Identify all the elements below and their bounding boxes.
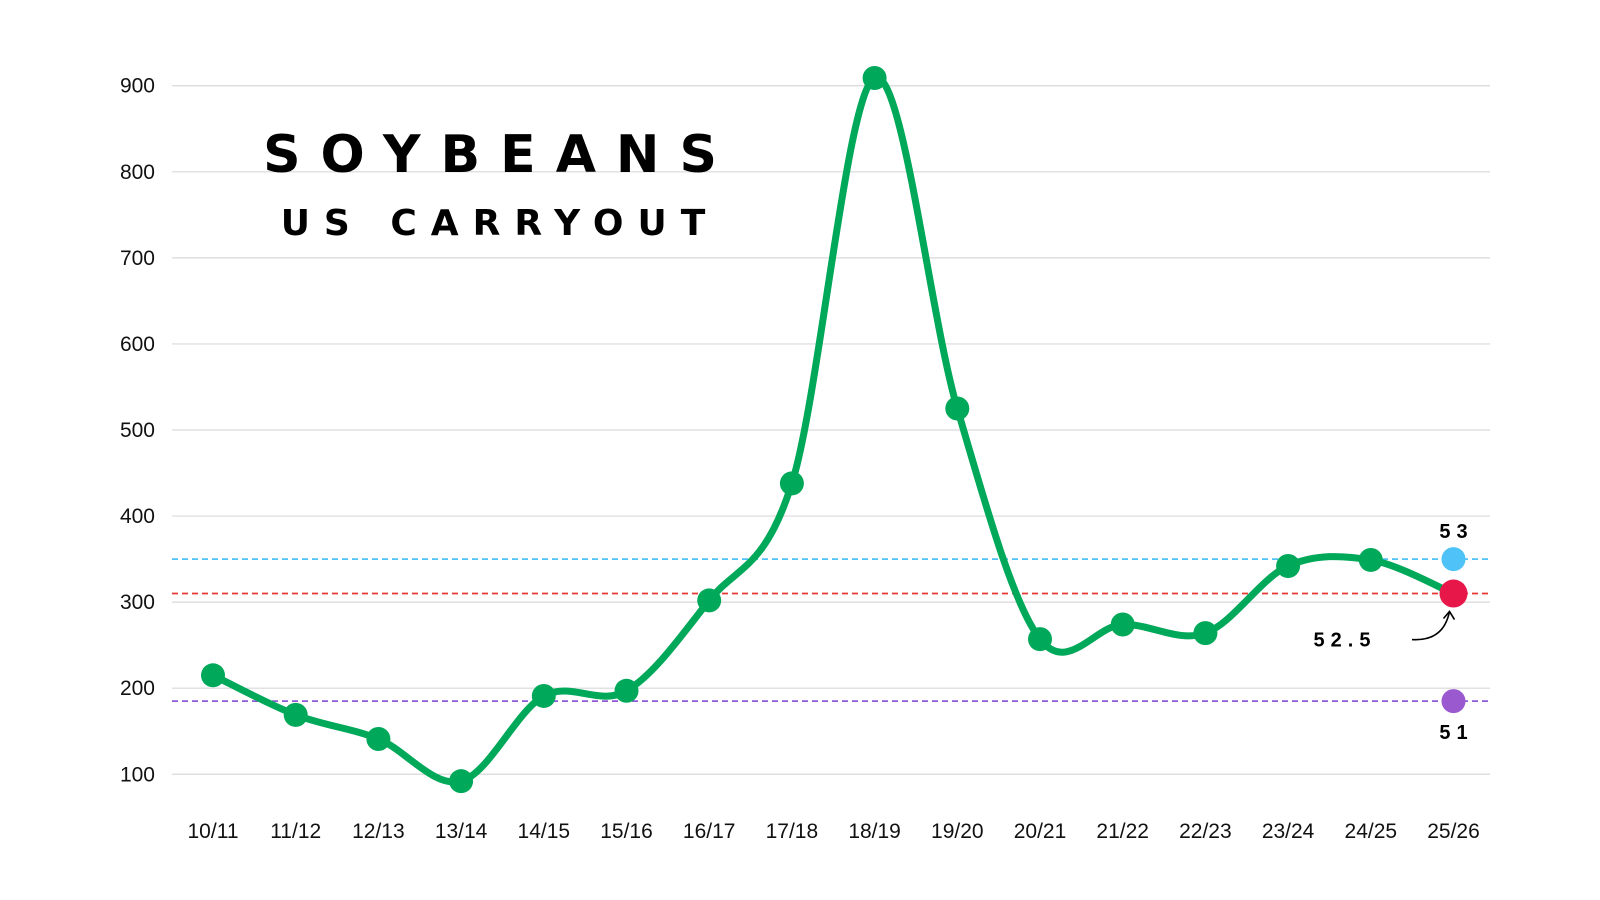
data-point: [201, 663, 225, 688]
reference-dot: [1439, 579, 1468, 608]
y-tick-label: 100: [120, 763, 155, 786]
chart-subtitle: US CARRYOUT: [281, 203, 720, 244]
data-point: [1358, 547, 1383, 572]
grid-layer: [172, 85, 1490, 775]
x-tick-label: 15/16: [600, 820, 653, 843]
x-tick-label: 23/24: [1262, 820, 1315, 843]
reference-lines: [172, 558, 1490, 703]
y-tick-label: 200: [120, 677, 155, 700]
x-tick-label: 10/11: [188, 820, 239, 843]
data-point: [531, 683, 556, 708]
x-tick-label: 22/23: [1179, 820, 1232, 843]
annotation-label: 52.5: [1314, 630, 1377, 652]
x-tick-label: 21/22: [1096, 820, 1149, 843]
data-point: [449, 769, 474, 794]
data-point: [283, 702, 308, 727]
annotation-label: 51: [1439, 722, 1473, 744]
reference-dots: [1439, 547, 1468, 714]
annotation-label: 53: [1439, 521, 1473, 543]
annotation-arrow: [1411, 611, 1451, 641]
x-tick-label: 20/21: [1014, 820, 1067, 843]
data-point: [945, 396, 970, 421]
data-point: [614, 678, 639, 703]
data-point: [697, 588, 722, 613]
x-tick-label: 13/14: [435, 820, 488, 843]
data-point: [1028, 627, 1052, 652]
x-tick-label: 17/18: [766, 820, 819, 843]
x-tick-label: 19/20: [931, 820, 984, 843]
data-point: [1193, 621, 1218, 646]
y-tick-label: 400: [120, 505, 155, 528]
y-tick-label: 800: [120, 161, 155, 184]
x-tick-label: 12/13: [352, 820, 405, 843]
x-tick-label: 18/19: [848, 820, 901, 843]
x-axis-ticks: 10/11 11/12 12/13 13/14 14/15 15/16 16/17 17/18…: [188, 820, 1480, 843]
y-tick-label: 300: [120, 591, 155, 614]
y-tick-label: 500: [120, 419, 155, 442]
x-tick-label: 24/25: [1345, 820, 1398, 843]
y-tick-label: 900: [120, 75, 155, 98]
data-point: [366, 726, 391, 751]
y-axis-ticks: 100 200 300 400 500 600 700 800 900: [120, 75, 155, 787]
reference-dot: [1441, 547, 1466, 572]
x-tick-label: 16/17: [683, 820, 736, 843]
y-tick-label: 600: [120, 333, 155, 356]
data-point: [1110, 612, 1135, 637]
data-point: [1276, 553, 1301, 578]
data-points: [201, 65, 1466, 794]
arrow-head: [1442, 610, 1456, 620]
chart-title: SOYBEANS: [263, 125, 737, 185]
x-tick-label: 11/12: [270, 820, 321, 843]
x-tick-label: 14/15: [518, 820, 571, 843]
data-point: [862, 65, 887, 90]
x-tick-label: 25/26: [1427, 820, 1480, 843]
data-point: [779, 471, 804, 496]
y-tick-label: 700: [120, 247, 155, 270]
annotations: 53 52.5 51: [1314, 521, 1473, 744]
reference-dot: [1441, 689, 1466, 714]
